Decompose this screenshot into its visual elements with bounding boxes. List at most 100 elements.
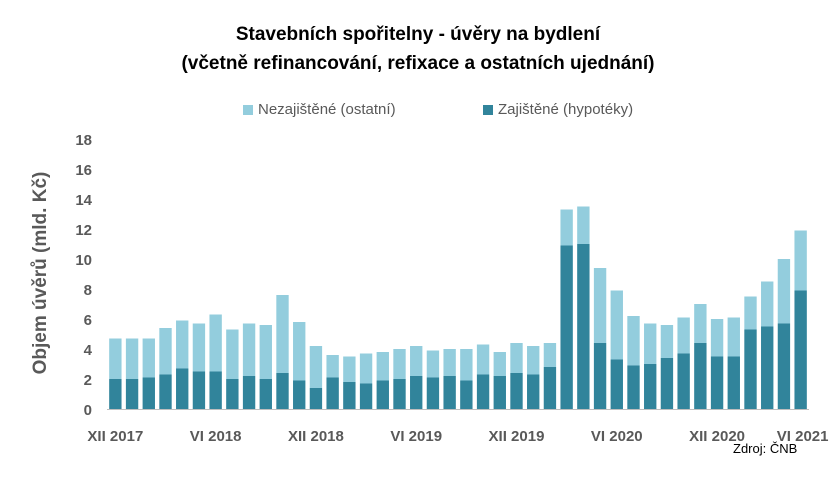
y-tick-label: 18: [75, 132, 92, 149]
bar-nezajistene: [777, 259, 791, 324]
bar-zajistene: [443, 376, 456, 409]
bar-zajistene: [410, 376, 423, 409]
bar-nezajistene: [259, 325, 272, 379]
y-tick-label: 14: [75, 192, 92, 209]
bar-zajistene: [159, 374, 172, 409]
bar-nezajistene: [125, 338, 139, 379]
bar-nezajistene: [476, 344, 490, 375]
bar-nezajistene: [343, 356, 356, 382]
bar-zajistene: [677, 353, 690, 409]
bar-nezajistene: [326, 355, 339, 378]
x-tick-label: XII 2019: [489, 428, 545, 445]
bar-zajistene: [276, 373, 289, 409]
x-tick-label: XII 2020: [689, 428, 745, 445]
bar-zajistene: [176, 368, 189, 409]
bar-nezajistene: [593, 268, 607, 343]
x-tick-label: VI 2018: [190, 428, 242, 445]
bar-zajistene: [226, 379, 239, 409]
bar-nezajistene: [376, 352, 389, 381]
bar-nezajistene: [627, 316, 640, 366]
y-tick-label: 2: [84, 372, 92, 389]
x-tick-label: VI 2020: [591, 428, 643, 445]
bar-nezajistene: [660, 325, 674, 358]
legend-label-zajistene: Zajištěné (hypotéky): [498, 101, 634, 118]
bar-nezajistene: [393, 349, 406, 379]
bar-nezajistene: [192, 323, 206, 372]
y-tick-label: 6: [84, 312, 92, 329]
bar-nezajistene: [710, 319, 724, 357]
bar-zajistene: [142, 377, 155, 409]
bar-zajistene: [527, 374, 540, 409]
bar-zajistene: [610, 359, 623, 409]
bar-zajistene: [309, 388, 323, 409]
bar-nezajistene: [359, 353, 373, 384]
bar-nezajistene: [543, 343, 557, 367]
bar-nezajistene: [727, 317, 740, 357]
bar-nezajistene: [226, 329, 239, 379]
bar-zajistene: [460, 380, 473, 409]
bar-nezajistene: [694, 304, 707, 343]
bar-zajistene: [710, 356, 724, 409]
bar-zajistene: [744, 329, 757, 409]
bar-nezajistene: [794, 230, 807, 291]
bar-nezajistene: [426, 350, 440, 378]
x-tick-label: VI 2021: [777, 428, 829, 445]
bar-nezajistene: [610, 290, 623, 360]
x-tick-label: VI 2019: [390, 428, 442, 445]
bar-zajistene: [393, 379, 406, 409]
bar-zajistene: [209, 371, 222, 409]
bar-nezajistene: [309, 346, 323, 388]
x-tick-label: XII 2017: [87, 428, 143, 445]
bar-zajistene: [627, 365, 640, 409]
bar-nezajistene: [293, 322, 306, 381]
bar-zajistene: [293, 380, 306, 409]
bar-nezajistene: [510, 343, 523, 373]
bar-zajistene: [109, 379, 122, 409]
source-note: Zdroj: ČNB: [733, 441, 798, 456]
bar-zajistene: [493, 376, 506, 409]
bar-zajistene: [560, 245, 573, 409]
bar-nezajistene: [493, 352, 506, 376]
bar-zajistene: [727, 356, 740, 409]
bar-zajistene: [359, 383, 373, 409]
y-tick-label: 0: [84, 402, 92, 419]
legend-swatch-zajistene: [483, 104, 493, 115]
bar-zajistene: [644, 364, 657, 409]
bar-zajistene: [476, 374, 490, 409]
y-tick-label: 16: [75, 162, 92, 179]
bar-nezajistene: [276, 295, 289, 373]
y-tick-label: 8: [84, 282, 92, 299]
bar-zajistene: [343, 382, 356, 409]
bar-nezajistene: [443, 349, 456, 376]
bar-zajistene: [426, 377, 440, 409]
chart-subtitle: (včetně refinancování, refixace a ostatn…: [181, 53, 655, 74]
y-tick-label: 4: [84, 342, 93, 359]
bar-zajistene: [192, 371, 206, 409]
bar-nezajistene: [560, 209, 573, 246]
legend-label-nezajistene: Nezajištěné (ostatní): [258, 101, 396, 118]
legend: Nezajištěné (ostatní) Zajištěné (hypoték…: [0, 101, 836, 121]
bar-nezajistene: [761, 281, 774, 327]
bar-zajistene: [660, 358, 674, 409]
bar-zajistene: [777, 323, 791, 409]
x-tick-label: XII 2018: [288, 428, 344, 445]
bar-nezajistene: [527, 346, 540, 375]
bar-zajistene: [543, 367, 557, 409]
legend-item-zajistene: Zajištěné (hypotéky): [483, 101, 633, 118]
bar-nezajistene: [644, 323, 657, 364]
bar-nezajistene: [577, 206, 590, 244]
bar-zajistene: [761, 326, 774, 409]
bar-nezajistene: [209, 314, 222, 372]
bar-zajistene: [593, 343, 607, 409]
bar-nezajistene: [159, 328, 172, 375]
bar-zajistene: [125, 379, 139, 409]
bar-nezajistene: [677, 317, 690, 354]
bar-nezajistene: [242, 323, 256, 376]
bar-nezajistene: [460, 349, 473, 381]
bar-zajistene: [510, 373, 523, 409]
y-tick-label: 12: [75, 222, 92, 239]
chart-title: Stavebních spořitelny - úvěry na bydlení: [235, 24, 601, 45]
legend-item-nezajistene: Nezajištěné (ostatní): [243, 101, 396, 118]
